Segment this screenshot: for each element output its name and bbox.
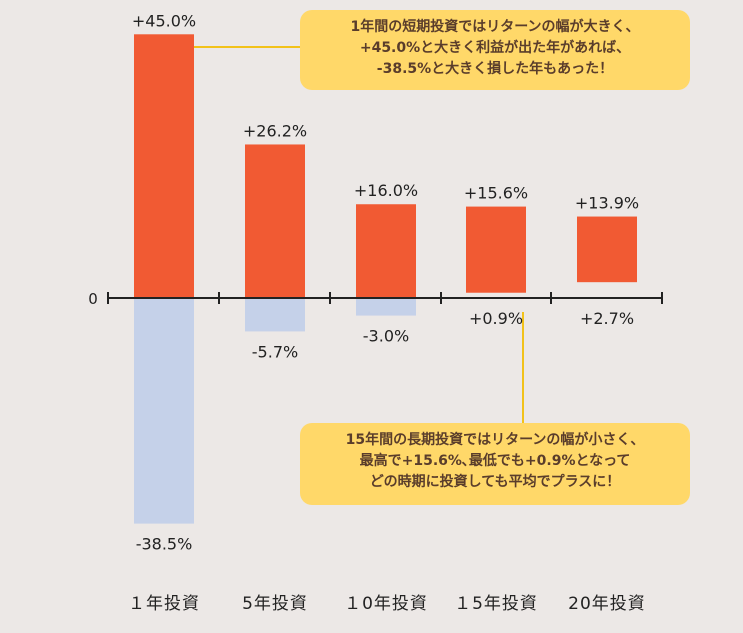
long-term-callout-line-2: 最高で+15.6%､最低でも+0.9%となって bbox=[359, 453, 631, 469]
max-label-5: +13.9% bbox=[575, 194, 639, 213]
short-term-callout-line-3: -38.5%と大きく損した年もあった！ bbox=[376, 61, 614, 77]
min-label-1: -38.5% bbox=[136, 535, 193, 554]
x-axis: 0 bbox=[88, 290, 663, 308]
category-label-3: １0年投資 bbox=[344, 594, 428, 614]
bar-min-3 bbox=[356, 298, 416, 316]
max-label-3: +16.0% bbox=[354, 181, 418, 200]
min-label-4: +0.9% bbox=[469, 309, 523, 328]
max-label-1: +45.0% bbox=[132, 11, 196, 30]
category-label-1: １年投資 bbox=[128, 594, 200, 614]
max-label-2: +26.2% bbox=[243, 121, 307, 140]
bar-max-3 bbox=[356, 204, 416, 298]
category-label-4: １5年投資 bbox=[454, 594, 538, 614]
max-label-4: +15.6% bbox=[464, 184, 528, 203]
bar-range-5 bbox=[577, 216, 637, 283]
long-term-callout-line-3: どの時期に投資しても平均でプラスに！ bbox=[369, 474, 621, 490]
long-term-callout: 15年間の長期投資ではリターンの幅が小さく、 最高で+15.6%､最低でも+0.… bbox=[300, 423, 690, 505]
min-label-2: -5.7% bbox=[252, 342, 298, 361]
short-term-callout: 1年間の短期投資ではリターンの幅が大きく、 +45.0%と大きく利益が出た年があ… bbox=[300, 10, 690, 90]
bar-max-2 bbox=[245, 144, 305, 298]
bar-range-4 bbox=[466, 206, 526, 293]
bar-max-1 bbox=[134, 34, 194, 299]
min-label-5: +2.7% bbox=[580, 309, 634, 328]
value-labels-group: +45.0% -38.5% １年投資 +26.2% -5.7% 5年投資 +16.0% -3.… bbox=[128, 11, 646, 614]
category-label-2: 5年投資 bbox=[242, 594, 308, 614]
category-label-5: 20年投資 bbox=[568, 594, 646, 614]
bar-min-2 bbox=[245, 298, 305, 332]
short-term-callout-line-1: 1年間の短期投資ではリターンの幅が大きく、 bbox=[350, 19, 640, 35]
min-label-3: -3.0% bbox=[363, 327, 409, 346]
bar-min-1 bbox=[134, 298, 194, 524]
long-term-callout-line-1: 15年間の長期投資ではリターンの幅が小さく、 bbox=[345, 432, 645, 448]
bars-group bbox=[134, 34, 637, 524]
short-term-callout-line-2: +45.0%と大きく利益が出た年があれば、 bbox=[359, 40, 631, 56]
zero-label: 0 bbox=[88, 290, 98, 308]
